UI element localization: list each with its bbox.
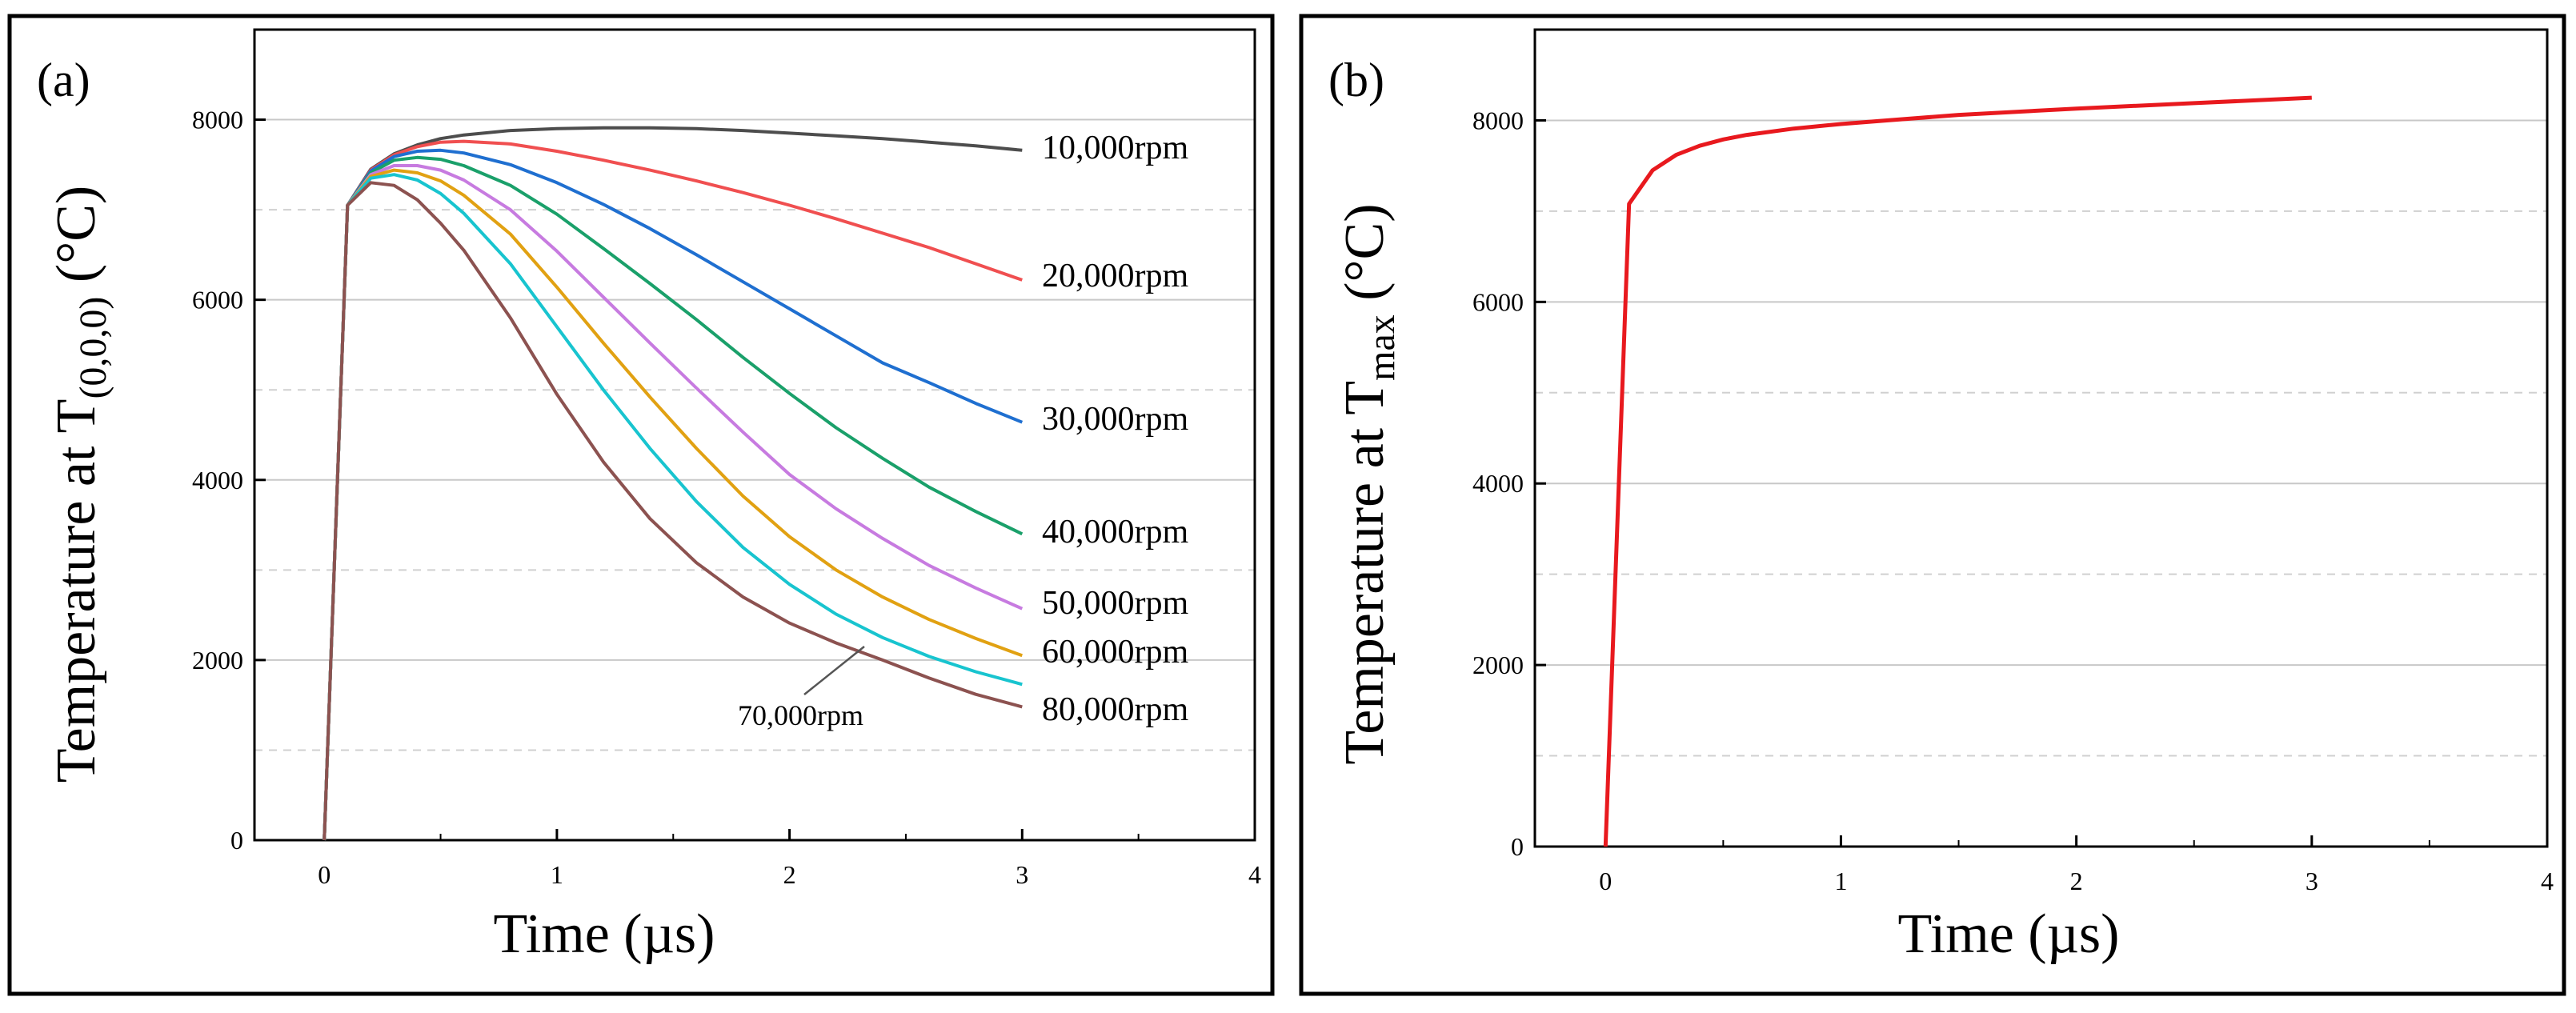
panel-a-xtick-label-3: 3 — [1016, 860, 1028, 889]
panel-a-xtick-label-0: 0 — [318, 860, 331, 889]
panel-a: (a) 0 1 2 3 4 0 2000 4000 6000 8000 10,000rpm 20,00… — [7, 14, 1275, 996]
panel-b-xtick-label-1: 1 — [1834, 867, 1847, 895]
panel-b-ytick-label-0: 0 — [1511, 832, 1524, 861]
panel-a-series-line-70000rpm — [323, 173, 1023, 841]
panel-a-label: (a) — [37, 54, 90, 106]
panel-a-ylabel-prefix: Temperature at T — [46, 399, 107, 783]
panel-b-ytick-label-2000: 2000 — [1472, 651, 1524, 679]
panel-b-ylabel-subscript: max — [1360, 314, 1403, 381]
panel-b-xlabel: Time (µs) — [1898, 903, 2120, 965]
series-label-50000rpm: 50,000rpm — [1042, 585, 1188, 622]
panel-a-xtick-label-2: 2 — [783, 860, 796, 889]
panel-b-ytick-label-4000: 4000 — [1472, 469, 1524, 498]
panel-b-ytick-label-8000: 8000 — [1472, 106, 1524, 134]
series-label-20000rpm: 20,000rpm — [1042, 258, 1188, 294]
panel-a-series-line-40000rpm — [323, 155, 1024, 841]
panel-a-series-line-60000rpm — [323, 168, 1023, 841]
panel-b-xtick-label-3: 3 — [2306, 867, 2318, 895]
panel-a-xlabel: Time (µs) — [494, 903, 715, 965]
series-label-40000rpm: 40,000rpm — [1042, 514, 1188, 551]
panel-a-border — [7, 14, 1275, 996]
series-label-60000rpm: 60,000rpm — [1042, 634, 1188, 671]
panel-b-xtick-label-0: 0 — [1599, 867, 1612, 895]
panel-b-ylabel-suffix: (°C) — [1334, 203, 1396, 314]
panel-a-series-line-80000rpm — [323, 181, 1023, 841]
series-label-30000rpm: 30,000rpm — [1042, 401, 1188, 438]
panel-b-xtick-label-4: 4 — [2541, 867, 2554, 895]
panel-a-ylabel-subscript: (0,0,0) — [72, 297, 114, 399]
panel-a-ytick-label-4000: 4000 — [192, 466, 243, 494]
panel-a-ylabel: Temperature at T(0,0,0) (°C) — [46, 186, 114, 783]
panel-a-series-line-50000rpm — [323, 164, 1024, 841]
panel-b-series-line-tmax — [1603, 95, 2312, 847]
panel-b-plot: 0 1 2 3 4 0 2000 4000 6000 8000 — [1472, 28, 2554, 895]
panel-a-frame — [253, 28, 1256, 842]
panel-b-ylabel-prefix: Temperature at T — [1334, 381, 1396, 765]
panel-b-ylabel: Temperature at Tmax (°C) — [1334, 203, 1403, 764]
panel-b-border — [1299, 14, 2566, 996]
panel-a-xtick-label-1: 1 — [551, 860, 563, 889]
panel-b-frame — [1533, 28, 2549, 848]
panel-a-xtick-label-4: 4 — [1248, 860, 1261, 889]
panel-a-plot: 0 1 2 3 4 0 2000 4000 6000 8000 10,000rpm 20,000rpm… — [192, 28, 1261, 889]
panel-a-ytick-label-2000: 2000 — [192, 646, 243, 675]
series-label-10000rpm: 10,000rpm — [1042, 130, 1188, 166]
panel-b-label: (b) — [1328, 54, 1384, 106]
panel-a-ytick-label-0: 0 — [230, 826, 243, 855]
series-label-80000rpm: 80,000rpm — [1042, 691, 1188, 728]
panel-b-xtick-label-2: 2 — [2070, 867, 2083, 895]
panel-a-ytick-label-8000: 8000 — [192, 106, 243, 134]
panel-a-series-line-10000rpm — [323, 126, 1023, 841]
panel-b-ytick-label-6000: 6000 — [1472, 287, 1524, 316]
panel-a-ytick-label-6000: 6000 — [192, 286, 243, 314]
annotation-label-70000rpm: 70,000rpm — [738, 699, 863, 731]
panel-b: (b) 0 1 2 3 4 0 2000 4000 6000 8000 Time (µs) Tem… — [1299, 14, 2566, 996]
panel-a-ylabel-suffix: (°C) — [46, 186, 107, 297]
panel-a-series-line-20000rpm — [323, 139, 1023, 841]
annotation-leader-line — [803, 646, 865, 695]
panel-a-series-line-30000rpm — [323, 148, 1024, 841]
